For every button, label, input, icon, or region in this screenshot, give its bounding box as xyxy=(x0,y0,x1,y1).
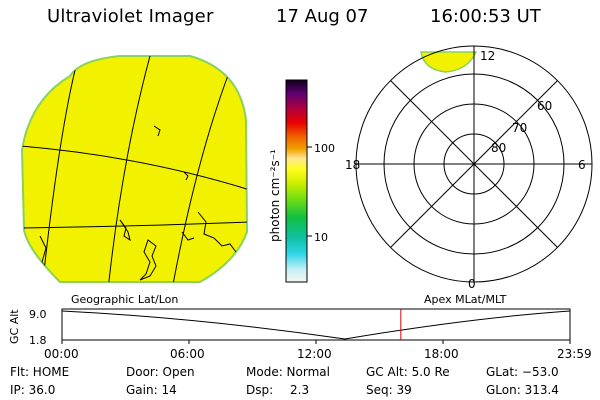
timeline-x-tick: 12:00 xyxy=(297,347,332,361)
geographic-longitude: GLon: 313.4 xyxy=(486,383,559,397)
colorbar-tick-label-100: 100 xyxy=(314,142,335,155)
timeline-x-tick: 00:00 xyxy=(44,347,79,361)
coastline xyxy=(139,239,157,281)
uv-emission-disk xyxy=(20,55,249,283)
time-label: 16:00:53 UT xyxy=(430,6,541,27)
timeline-y-tick-1.8: 1.8 xyxy=(29,334,47,347)
coastline xyxy=(183,171,189,181)
meridian-line xyxy=(41,65,77,282)
polar-plot: 12 18 6 0 60 70 80 xyxy=(345,45,593,291)
date-label: 17 Aug 07 xyxy=(276,6,369,27)
dsp-value: 2.3 xyxy=(290,383,309,397)
mlt-label-18: 18 xyxy=(345,158,360,172)
page-title: Ultraviolet Imager xyxy=(47,6,214,27)
altitude-curve xyxy=(61,310,571,340)
mode-status: Mode: Normal xyxy=(246,365,330,379)
timeline-left-title: Geographic Lat/Lon xyxy=(71,293,178,306)
timeline-x-tick: 18:00 xyxy=(424,347,459,361)
coastline xyxy=(181,231,195,241)
ip-value: IP: 36.0 xyxy=(10,383,55,397)
colorbar-unit-label: photon cm⁻²s⁻¹ xyxy=(268,149,282,242)
meridian-line xyxy=(171,69,231,282)
door-status: Door: Open xyxy=(126,365,195,379)
colorbar-scale xyxy=(285,79,308,283)
timeline-x-tick: 23:59 xyxy=(557,347,592,361)
mlt-diagonal xyxy=(390,80,558,248)
timeline-x-tick: 06:00 xyxy=(170,347,205,361)
timeline-ticks xyxy=(61,340,571,344)
gc-altitude: GC Alt: 5.0 Re xyxy=(366,365,450,379)
dsp-label: Dsp: xyxy=(246,383,273,397)
mlt-label-6: 6 xyxy=(578,158,586,172)
geographic-latitude: GLat: −53.0 xyxy=(486,365,559,379)
meridian-line xyxy=(107,56,151,282)
geographic-image xyxy=(20,55,249,283)
mlt-label-12: 12 xyxy=(480,49,495,63)
instrument-status: Flt: HOME IP: 36.0 Door: Open Gain: 14 M… xyxy=(10,365,559,397)
colorbar-tick-label-10: 10 xyxy=(314,231,328,244)
parallel-line xyxy=(22,221,247,229)
coastline xyxy=(153,125,161,137)
orbit-timeline: Geographic Lat/Lon Apex MLat/MLT GC Alt … xyxy=(8,293,592,361)
timeline-y-tick-9: 9.0 xyxy=(29,308,47,321)
polar-auroral-emission xyxy=(420,51,478,73)
flight-status: Flt: HOME xyxy=(10,365,69,379)
colorbar: 100 10 photon cm⁻²s⁻¹ xyxy=(268,79,335,283)
gain-value: Gain: 14 xyxy=(126,383,177,397)
sequence-number: Seq: 39 xyxy=(366,383,412,397)
parallel-line xyxy=(22,145,247,191)
lat-label-70: 70 xyxy=(512,121,527,135)
mlt-label-0: 0 xyxy=(468,277,476,291)
lat-label-60: 60 xyxy=(537,99,552,113)
coastline xyxy=(119,219,131,242)
timeline-axis-label: GC Alt xyxy=(8,309,21,344)
lat-label-80: 80 xyxy=(491,141,506,155)
timeline-right-title: Apex MLat/MLT xyxy=(424,293,507,306)
